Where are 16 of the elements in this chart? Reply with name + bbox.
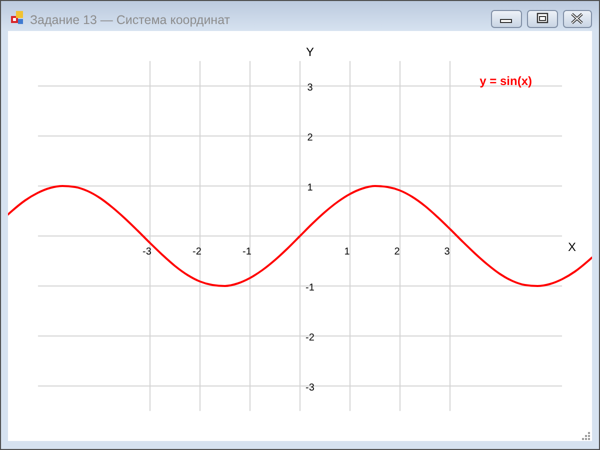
x-tick-label: 3 — [444, 246, 450, 258]
y-tick-label: -3 — [306, 382, 315, 394]
x-tick-label: 2 — [394, 246, 400, 258]
y-tick-label: 1 — [307, 182, 314, 194]
text: y = sin(x) — [480, 74, 532, 88]
x-tick-label: 1 — [344, 246, 350, 258]
y-tick-label: -2 — [306, 332, 315, 344]
x-tick-label: -2 — [192, 246, 202, 258]
y-tick-label: 2 — [307, 132, 314, 144]
y-axis-title: Y — [306, 45, 314, 59]
x-axis-title: X — [568, 240, 576, 254]
y-tick-label: 3 — [307, 82, 314, 94]
x-tick-label: -3 — [142, 246, 152, 258]
chart-title: Задание 13 — Система координат — [30, 13, 230, 27]
y-tick-label: -1 — [306, 282, 315, 294]
x-tick-label: -1 — [242, 246, 252, 258]
